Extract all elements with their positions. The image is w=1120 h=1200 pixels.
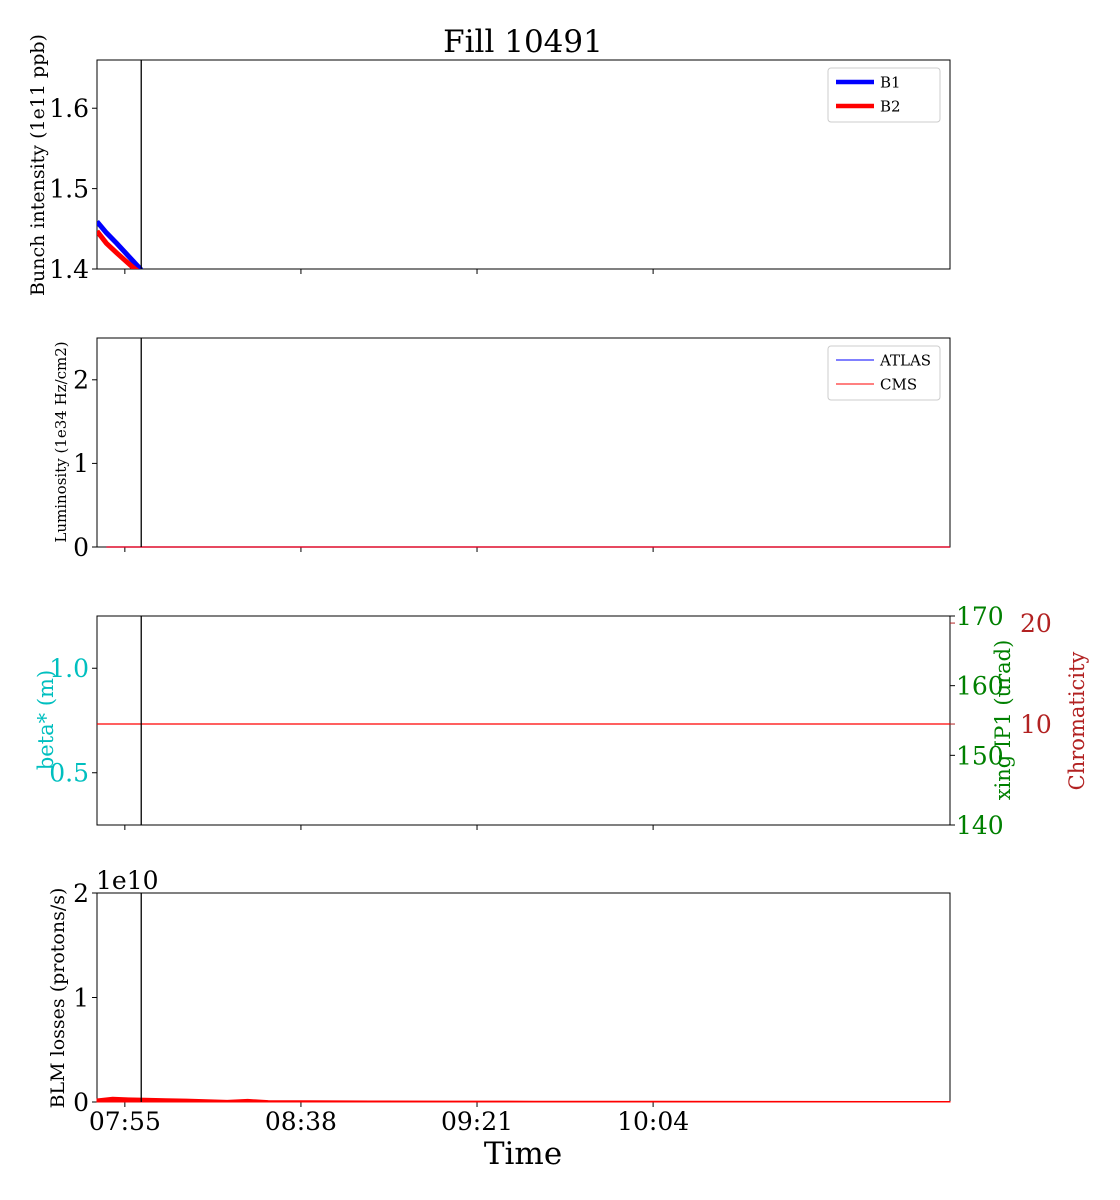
xing-ylabel: xing IP1 (urad) (991, 640, 1015, 801)
xing-y-tick-label-3: 170 (956, 602, 1004, 631)
intensity-y-tick-label-0: 1.4 (49, 255, 89, 284)
plot-frame-2 (96, 615, 951, 826)
intensity-y-tick-label-1: 1.5 (49, 174, 89, 203)
blm-offset-text: 1e10 (96, 866, 159, 895)
figure-title: Fill 10491 (443, 24, 603, 60)
blm-y-tick-label-1: 1 (73, 983, 89, 1012)
beta-y-tick-label-1: 1.0 (49, 654, 89, 683)
luminosity-y-tick-label-2: 2 (73, 366, 89, 395)
intensity-legend-label-0: B1 (880, 73, 901, 91)
xing-y-tick-label-0: 140 (956, 811, 1004, 840)
chromaticity-ylabel: Chromaticity (1065, 652, 1089, 791)
xing-y-tick-label-2: 160 (956, 672, 1004, 701)
plot-frame-0 (96, 59, 951, 270)
blm-loss-series-0 (96, 1096, 951, 1103)
intensity-y-tick-label-2: 1.6 (49, 94, 89, 123)
luminosity-y-tick-label-1: 1 (73, 449, 89, 478)
intensity-series-B2 (97, 229, 140, 269)
chart-marks: 1.4 1.5 1.6 B1 B2 0 1 2 ATLAS CMS 0.5 1.0 140 150 160 1… (49, 59, 1052, 1136)
xing-y-tick-label-1: 150 (956, 741, 1004, 770)
x-tick-label-1: 08:38 (265, 1107, 337, 1136)
blm-ylabel: BLM losses (protons/s) (47, 888, 69, 1109)
chroma-y-tick-label-1: 20 (1020, 609, 1052, 638)
x-tick-label-3: 10:04 (617, 1107, 689, 1136)
plot-frame-3 (96, 892, 951, 1103)
intensity-legend-label-1: B2 (880, 97, 901, 115)
plot-frame-1 (96, 337, 951, 548)
intensity-series-group (97, 219, 144, 269)
chroma-y-tick-label-0: 10 (1020, 710, 1052, 739)
intensity-ylabel: Bunch intensity (1e11 ppb) (27, 34, 49, 296)
x-axis-title: Time (484, 1136, 562, 1172)
beta-y-tick-label-0: 0.5 (49, 759, 89, 788)
x-tick-label-0: 07:55 (89, 1107, 161, 1136)
beta-ylabel: beta* (m) (34, 670, 58, 770)
luminosity-legend-label-0: ATLAS (879, 351, 931, 369)
luminosity-ylabel: Luminosity (1e34 Hz/cm2) (52, 341, 70, 542)
blm-y-tick-label-2: 2 (73, 879, 89, 908)
luminosity-y-tick-label-0: 0 (73, 533, 89, 562)
x-tick-label-2: 09:21 (441, 1107, 513, 1136)
luminosity-legend-label-1: CMS (880, 375, 917, 393)
blm-y-tick-label-0: 0 (73, 1088, 89, 1117)
intensity-series-B1 (97, 219, 144, 269)
